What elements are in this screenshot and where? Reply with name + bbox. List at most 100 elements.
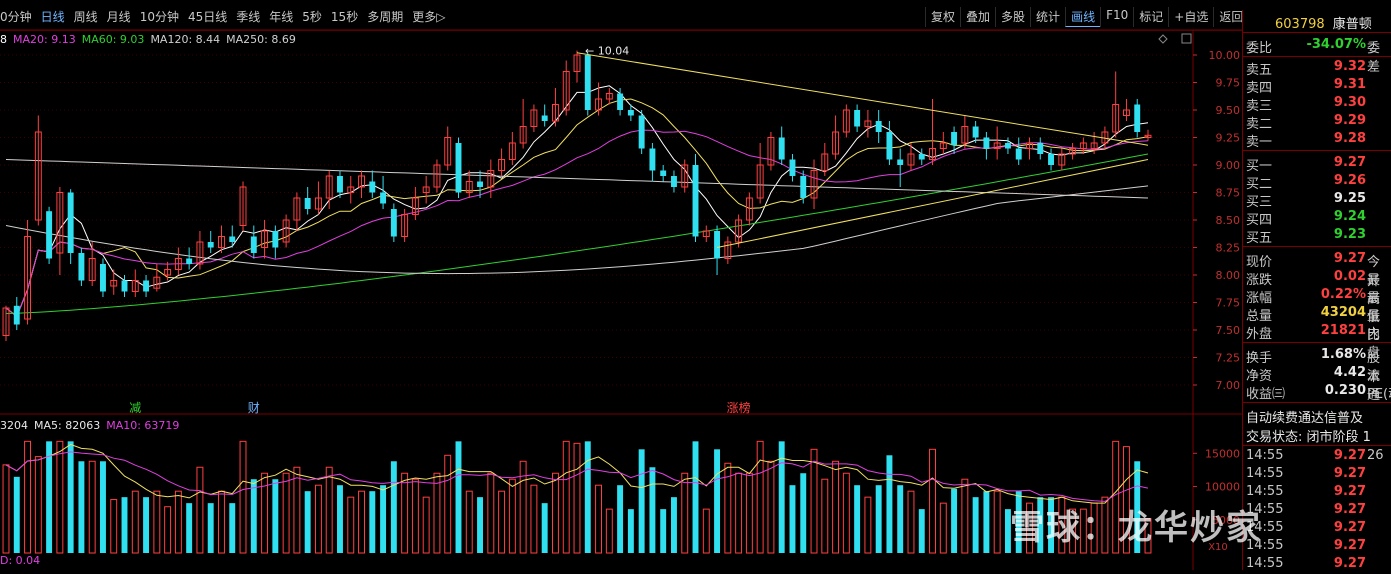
notice-link[interactable]: 自动续费通达信普及 [1246,411,1364,425]
tool-button-1[interactable]: 叠加 [960,7,995,27]
candle-body-up [218,236,225,248]
bid-row-2-label: 买三 [1246,195,1273,210]
period-tab-10[interactable]: 多周期 [367,10,404,24]
ma120-value: MA120: 8.44 [150,33,221,46]
volume-bar-up [282,472,290,554]
candle-body-up [110,280,118,287]
lower-trendline [716,159,1149,248]
candle-body-up [24,236,32,320]
candle-body-down [250,236,257,253]
candle-body-up [1144,134,1152,139]
volume-bar-up [2,464,10,554]
period-tab-2[interactable]: 周线 [73,10,98,24]
candle-body-down [649,148,656,171]
candle-body-up [282,219,290,243]
tool-button-3[interactable]: 统计 [1030,7,1065,27]
period-tab-9[interactable]: 15秒 [330,10,359,24]
volume-bar-up [314,484,322,554]
volume-bar-up [411,478,419,554]
volume-bar-up [605,508,613,554]
period-tab-8[interactable]: 5秒 [302,10,322,24]
ask-row-3-label: 卖二 [1246,117,1273,132]
trade-status: 交易状态: 闭市阶段 1 [1246,430,1371,444]
candle-body-up [444,137,452,166]
tool-button-0[interactable]: 复权 [925,7,960,27]
bid-row-2: 买三 9.25 [1246,191,1391,210]
candle-body-down [99,264,106,292]
bid-row-4: 买五 9.23 [1246,227,1391,246]
period-tab-11[interactable]: 更多▷ [412,10,446,24]
volume-bar-down [584,441,591,553]
volume-ma5: MA5: 82063 [34,419,101,432]
period-tab-1[interactable]: 日线 [40,10,65,24]
tool-button-5[interactable]: F10 [1100,7,1133,27]
volume-bar-up [573,442,581,554]
tool-button-4[interactable]: 画线 [1065,7,1101,27]
volume-bar-up [702,508,710,554]
candle-body-up [293,197,301,221]
diamond-icon [1158,34,1168,44]
period-tab-4[interactable]: 10分钟 [139,10,179,24]
candle-body-up [131,280,139,292]
weibi-row-extra: 委差 [1367,41,1381,75]
candle-body-down [983,137,990,149]
ma20-line [5,129,1149,318]
volume-bar-down [660,509,667,553]
tool-button-2[interactable]: 多股 [995,7,1030,27]
candle-body-up [842,109,850,133]
candle-body-up [196,241,204,265]
volume-bar-down [627,509,634,553]
candle-body-up [411,197,419,215]
volume-bar-up [907,490,915,554]
volume-bar-up [993,490,1001,554]
candle-body-up [832,131,840,155]
period-tab-6[interactable]: 季线 [236,10,261,24]
tick-row-1: 14:55 9.27 [1246,466,1391,484]
bottom-indicator: D: 0.04 [0,554,41,567]
stat-row-1-value: 0.02 [1333,269,1366,284]
tick-row-6-label: 14:55 [1246,556,1284,571]
tick-row-4: 14:55 9.27 [1246,520,1391,538]
volume-bar-up [422,496,430,554]
bid-row-3: 买四 9.24 [1246,209,1391,228]
ask-row-1-label: 卖四 [1246,81,1273,96]
candle-body-up [562,71,570,111]
price-tick-label: 8.00 [1216,269,1241,282]
candle-body-up [487,170,495,188]
candle-body-down [229,236,236,242]
volume-bar-down [477,497,484,553]
tool-button-8[interactable]: 返回 [1213,7,1248,27]
volume-bar-up [239,440,247,554]
bid-row-4-label: 买五 [1246,231,1273,246]
bid-row-1-value: 9.26 [1333,173,1366,188]
candle-body-up [433,164,441,188]
price-tick-label: 10.00 [1209,49,1241,62]
period-tab-0[interactable]: 0分钟 [0,10,32,24]
candle-body-up [508,142,516,160]
volume-bar-down [229,503,236,553]
volume-tick-label: 15000 [1205,447,1240,460]
ma5-line [5,85,1149,318]
candle-body-up [1069,148,1077,155]
bid-row-1: 买二 9.26 [1246,173,1391,192]
period-tab-3[interactable]: 月线 [106,10,131,24]
tool-button-7[interactable]: +自选 [1168,7,1213,27]
candle-body-up [810,170,818,199]
volume-bar-down [1048,497,1055,553]
tick-row-0-value: 9.27 [1333,448,1366,463]
stat2-row-2-label: 收益㈢ [1246,387,1286,402]
volume-bar-up [508,478,516,554]
volume-bar-up [1079,508,1087,554]
candle-body-down [1134,104,1141,132]
stat2-row-2-extra: PE(动 [1367,387,1391,402]
stat-row-0-value: 9.27 [1333,251,1366,266]
volume-bar-up [24,440,32,554]
candle-body-down [380,192,387,204]
volume-tick-label: 5000 [1212,514,1240,527]
tool-button-6[interactable]: 标记 [1133,7,1168,27]
candle-body-down [46,211,53,259]
kline-chart[interactable]: 10.00 9.75 9.50 9.25 9.00 8.75 8.50 8.25 8.00 7.7… [0,0,1242,570]
period-tab-7[interactable]: 年线 [269,10,294,24]
price-tick-label: 9.50 [1216,104,1241,117]
period-tab-5[interactable]: 45日线 [187,10,228,24]
